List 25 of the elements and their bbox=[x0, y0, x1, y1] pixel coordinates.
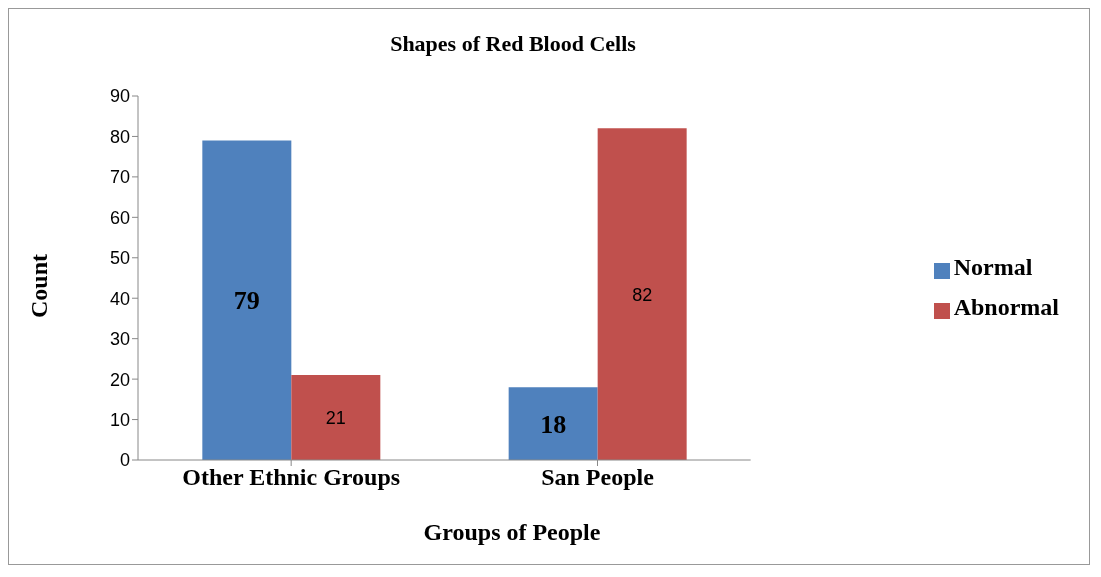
legend-label: Normal bbox=[953, 253, 1033, 280]
data-label: 18 bbox=[540, 409, 567, 439]
bar bbox=[202, 140, 292, 460]
chart-title: Shapes of Red Blood Cells bbox=[389, 31, 637, 57]
data-label: 21 bbox=[325, 407, 346, 428]
y-tick-label: 10 bbox=[109, 409, 130, 430]
bar bbox=[597, 128, 687, 460]
x-tick-label: San People bbox=[541, 464, 655, 491]
x-axis-title: Groups of People bbox=[422, 519, 602, 546]
y-tick-label: 20 bbox=[109, 369, 130, 390]
legend-label: Abnormal bbox=[953, 293, 1059, 320]
data-label: 79 bbox=[233, 286, 260, 316]
y-tick-label: 50 bbox=[109, 248, 130, 269]
y-tick-label: 80 bbox=[109, 126, 130, 147]
bar bbox=[508, 387, 598, 460]
y-tick-label: 0 bbox=[119, 450, 130, 471]
y-tick-label: 90 bbox=[109, 86, 130, 107]
x-tick-label: Other Ethnic Groups bbox=[182, 464, 401, 491]
y-tick-label: 40 bbox=[109, 288, 130, 309]
y-axis-title: Count bbox=[25, 253, 53, 319]
y-tick-label: 70 bbox=[109, 167, 130, 188]
y-tick-label: 30 bbox=[109, 329, 130, 350]
data-label: 82 bbox=[632, 284, 653, 305]
y-tick-label: 60 bbox=[109, 207, 130, 228]
bar bbox=[291, 375, 381, 460]
